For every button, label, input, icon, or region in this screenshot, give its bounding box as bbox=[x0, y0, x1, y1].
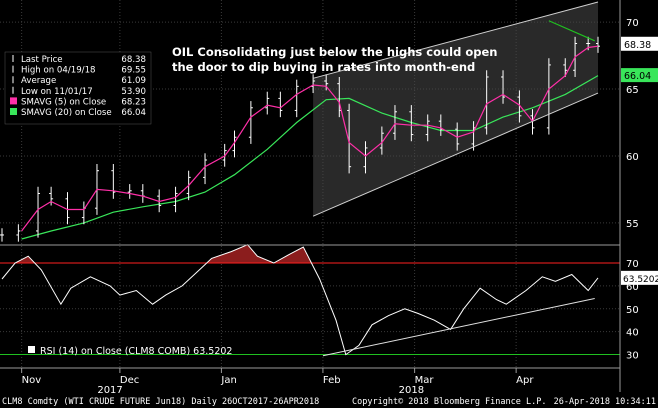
chart-subtitle: the door to dip buying in rates into mon… bbox=[172, 60, 475, 74]
rsi-badge-label: 63.5202 bbox=[623, 275, 658, 285]
legend-label-3: Low on 11/01/17 bbox=[21, 87, 93, 97]
footer-ticker: CLM8 Comdty (WTI CRUDE FUTURE Jun18) Dai… bbox=[2, 397, 319, 407]
legend-value-5: 66.04 bbox=[121, 108, 146, 118]
rsi-legend-swatch bbox=[28, 346, 35, 353]
sma5-line bbox=[21, 45, 599, 232]
legend-label-5: SMAVG (20) on Close bbox=[21, 108, 112, 118]
month-label-apr: Apr bbox=[516, 375, 534, 386]
rsi-grid bbox=[0, 262, 620, 356]
legend-label-4: SMAVG (5) on Close bbox=[21, 97, 106, 107]
rsi-uptrend-line bbox=[322, 298, 595, 357]
month-label-dec: Dec bbox=[120, 375, 139, 386]
footer-copyright: Copyright© 2018 Bloomberg Finance L.P. bbox=[352, 397, 546, 407]
legend-label-1: High on 04/19/18 bbox=[21, 66, 96, 76]
rsi-legend: RSI (14) on Close (CLM8 COMB) 63.5202 bbox=[28, 346, 232, 357]
price-bars bbox=[0, 36, 600, 242]
rsi-badge: 63.5202 bbox=[621, 270, 658, 285]
price-tick-70: 70 bbox=[626, 18, 639, 29]
sma20-badge-label: 66.04 bbox=[624, 71, 651, 82]
rsi-badge-box bbox=[621, 270, 658, 285]
legend-value-1: 69.55 bbox=[121, 66, 146, 76]
footer-timestamp: 26-Apr-2018 10:34:11 bbox=[554, 397, 656, 407]
month-label-feb: Feb bbox=[323, 375, 341, 386]
last-price-badge bbox=[621, 36, 658, 51]
legend-value-2: 61.09 bbox=[121, 76, 146, 86]
sma20-badge: 66.04 bbox=[621, 68, 658, 83]
chart-title: OIL Consolidating just below the highs c… bbox=[172, 45, 497, 59]
series-layer bbox=[0, 36, 600, 356]
price-tick-60: 60 bbox=[626, 152, 639, 163]
month-label-mar: Mar bbox=[415, 375, 435, 386]
legend-value-0: 68.38 bbox=[121, 55, 146, 65]
downtrend-line bbox=[548, 20, 595, 42]
legend-label-0: Last Price bbox=[21, 55, 63, 65]
axes-layer: 55 60 65 70 30 40 50 60 70 Nov Dec Jan Feb Mar Apr 2017… bbox=[21, 1, 639, 396]
year-label-2018: 2018 bbox=[399, 385, 424, 396]
footer-bar bbox=[0, 393, 658, 408]
month-label-nov: Nov bbox=[22, 375, 42, 386]
rsi-tick-30: 30 bbox=[626, 351, 639, 362]
legend-swatch-4 bbox=[10, 97, 17, 105]
price-channel bbox=[313, 2, 598, 217]
last-price-badge-label: 68.38 bbox=[624, 40, 651, 51]
sma20-line bbox=[21, 75, 599, 240]
rsi-tick-40: 40 bbox=[626, 328, 639, 339]
price-badge: 68.38 bbox=[621, 36, 658, 51]
rsi-overbought-area bbox=[206, 244, 312, 264]
channel-lower-line bbox=[312, 92, 599, 217]
legend-value-3: 53.90 bbox=[121, 87, 146, 97]
rsi-legend-label: RSI (14) on Close (CLM8 COMB) 63.5202 bbox=[40, 346, 232, 357]
rsi-tick-60: 60 bbox=[626, 282, 639, 293]
legend-label-2: Average bbox=[21, 76, 56, 86]
legend-value-4: 68.23 bbox=[121, 97, 146, 107]
price-tick-55: 55 bbox=[626, 219, 639, 230]
price-legend: Last Price 68.38 High on 04/19/18 69.55 Aver… bbox=[4, 51, 152, 125]
month-label-jan: Jan bbox=[220, 375, 236, 386]
year-label-2017: 2017 bbox=[97, 385, 122, 396]
rsi-tick-70: 70 bbox=[626, 259, 639, 270]
price-tick-65: 65 bbox=[626, 85, 639, 96]
rsi-tick-50: 50 bbox=[626, 305, 639, 316]
legend-swatch-5 bbox=[10, 108, 17, 115]
price-grid bbox=[0, 0, 620, 368]
sma20-badge-box bbox=[621, 68, 658, 83]
rsi-line bbox=[1, 244, 599, 356]
price-legend-box bbox=[4, 51, 152, 125]
channel-upper-line bbox=[312, 1, 599, 79]
